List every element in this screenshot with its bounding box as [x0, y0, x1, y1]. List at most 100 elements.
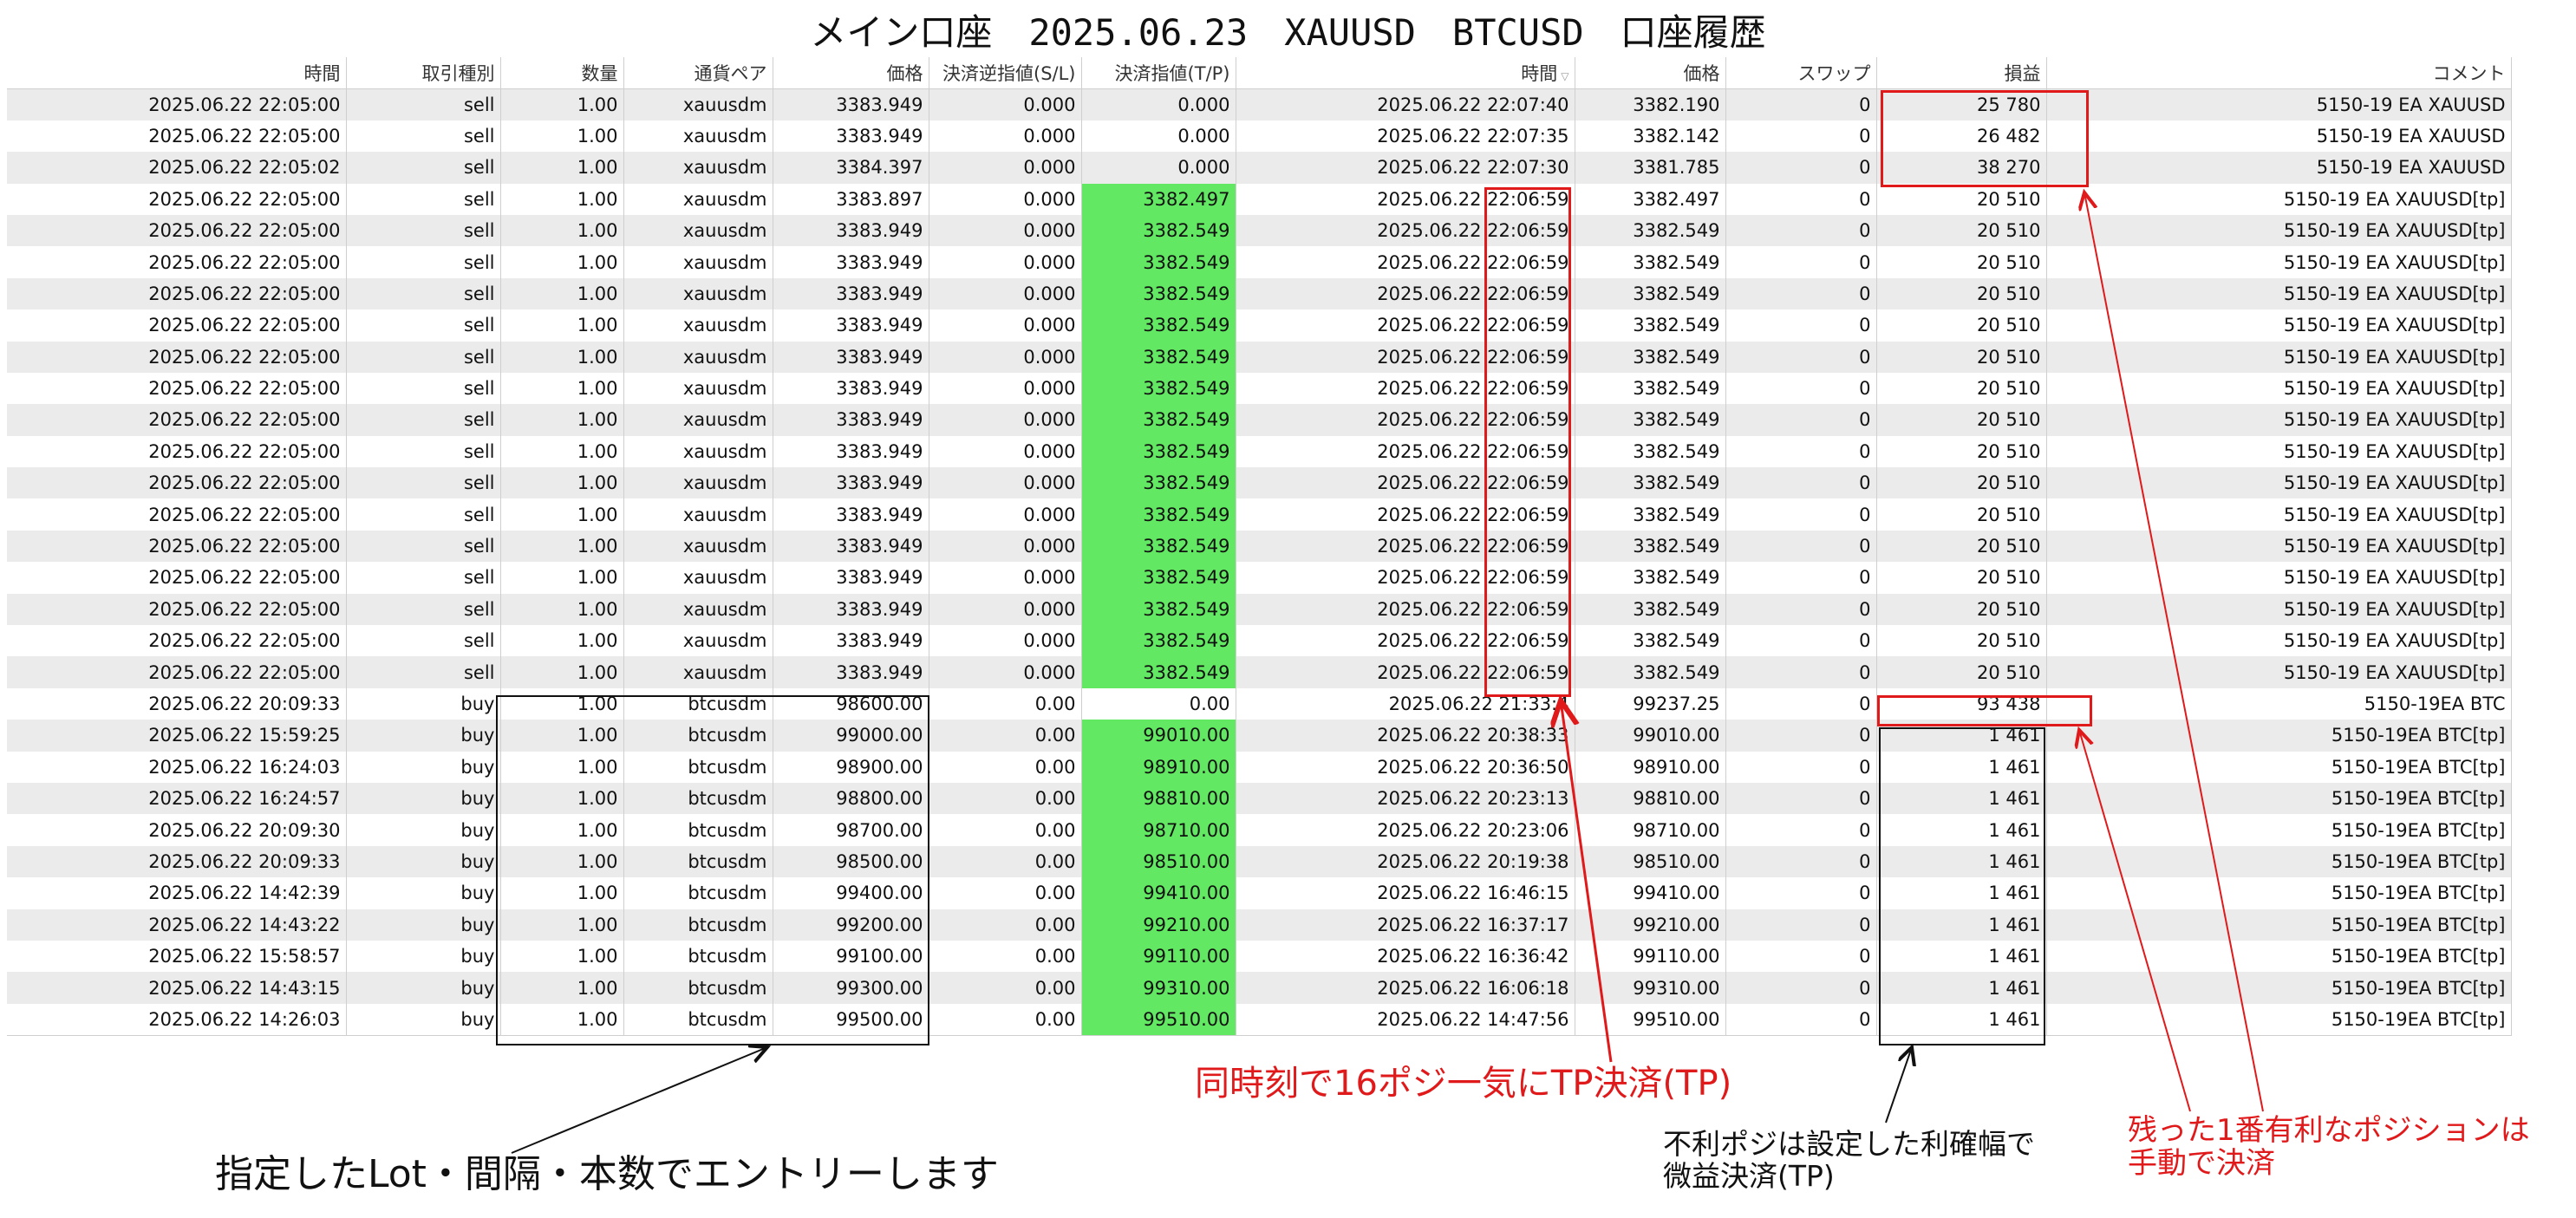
open-time-cell: 2025.06.22 22:05:00: [7, 88, 347, 120]
column-header[interactable]: スワップ: [1725, 57, 1877, 89]
table-row[interactable]: 2025.06.22 22:05:00 sell 1.00 xauusdm 3383.9…: [7, 435, 2512, 468]
open-price-cell: 3383.949: [773, 467, 929, 499]
table-row[interactable]: 2025.06.22 16:24:57 buy 1.00 btcusdm 98800.0…: [7, 782, 2512, 815]
trade-type-cell: sell: [346, 562, 501, 594]
close-time-cell: 2025.06.22 22:06:59: [1236, 277, 1575, 310]
column-header-label: 決済指値(T/P): [1114, 62, 1230, 84]
column-header[interactable]: 時間: [7, 57, 347, 89]
table-row[interactable]: 2025.06.22 20:09:33 buy 1.00 btcusdm 98600.0…: [7, 687, 2512, 720]
volume-cell: 1.00: [500, 120, 624, 153]
column-header-label: 通貨ペア: [694, 62, 767, 84]
trade-type-cell: sell: [346, 467, 501, 499]
table-row[interactable]: 2025.06.22 22:05:00 sell 1.00 xauusdm 3383.8…: [7, 183, 2512, 215]
close-price-cell: 3382.549: [1575, 214, 1726, 247]
table-row[interactable]: 2025.06.22 15:59:25 buy 1.00 btcusdm 99000.0…: [7, 720, 2512, 752]
table-row[interactable]: 2025.06.22 22:05:00 sell 1.00 xauusdm 3383.9…: [7, 120, 2512, 153]
manual-close-note: 残った1番有利なポジションは 手動で決済: [2128, 1113, 2530, 1182]
column-header[interactable]: 決済逆指値(S/L): [929, 57, 1082, 89]
take-profit-cell: 3382.549: [1081, 498, 1236, 531]
open-price-cell: 99000.00: [773, 720, 929, 752]
table-row[interactable]: 2025.06.22 22:05:00 sell 1.00 xauusdm 3383.9…: [7, 214, 2512, 247]
swap-cell: 0: [1725, 120, 1877, 153]
take-profit-cell: 3382.549: [1081, 435, 1236, 468]
open-time-cell: 2025.06.22 14:43:15: [7, 972, 347, 1004]
column-header-label: 価格: [886, 62, 923, 84]
close-time-cell: 2025.06.22 22:06:59: [1236, 656, 1575, 688]
trade-type-cell: buy: [346, 814, 501, 846]
close-price-cell: 99237.25: [1575, 687, 1726, 720]
symbol-cell: xauusdm: [623, 467, 773, 499]
close-time-cell: 2025.06.22 16:06:18: [1236, 972, 1575, 1004]
table-row[interactable]: 2025.06.22 15:58:57 buy 1.00 btcusdm 99100.0…: [7, 940, 2512, 973]
symbol-cell: xauusdm: [623, 214, 773, 247]
trade-type-cell: buy: [346, 720, 501, 752]
table-row[interactable]: 2025.06.22 22:05:00 sell 1.00 xauusdm 3383.9…: [7, 404, 2512, 436]
symbol-cell: xauusdm: [623, 277, 773, 310]
column-header[interactable]: コメント: [2046, 57, 2512, 89]
swap-cell: 0: [1725, 309, 1877, 342]
comment-cell: 5150-19EA BTC[tp]: [2046, 751, 2512, 783]
table-row[interactable]: 2025.06.22 22:05:02 sell 1.00 xauusdm 3384.3…: [7, 152, 2512, 184]
swap-cell: 0: [1725, 751, 1877, 783]
table-row[interactable]: 2025.06.22 22:05:00 sell 1.00 xauusdm 3383.9…: [7, 625, 2512, 657]
table-row[interactable]: 2025.06.22 22:05:00 sell 1.00 xauusdm 3383.9…: [7, 341, 2512, 373]
table-row[interactable]: 2025.06.22 22:05:00 sell 1.00 xauusdm 3383.9…: [7, 372, 2512, 405]
swap-cell: 0: [1725, 1003, 1877, 1036]
table-row[interactable]: 2025.06.22 22:05:00 sell 1.00 xauusdm 3383.9…: [7, 309, 2512, 342]
table-row[interactable]: 2025.06.22 20:09:33 buy 1.00 btcusdm 98500.0…: [7, 845, 2512, 878]
stop-loss-cell: 0.00: [929, 972, 1082, 1004]
table-row[interactable]: 2025.06.22 22:05:00 sell 1.00 xauusdm 3383.9…: [7, 593, 2512, 626]
table-row[interactable]: 2025.06.22 16:24:03 buy 1.00 btcusdm 98900.0…: [7, 751, 2512, 783]
volume-cell: 1.00: [500, 814, 624, 846]
table-row[interactable]: 2025.06.22 22:05:00 sell 1.00 xauusdm 3383.9…: [7, 498, 2512, 531]
table-row[interactable]: 2025.06.22 22:05:00 sell 1.00 xauusdm 3383.9…: [7, 246, 2512, 278]
trade-type-cell: buy: [346, 782, 501, 815]
volume-cell: 1.00: [500, 246, 624, 278]
take-profit-cell: 99210.00: [1081, 909, 1236, 941]
close-time-cell: 2025.06.22 22:06:59: [1236, 562, 1575, 594]
table-row[interactable]: 2025.06.22 14:43:15 buy 1.00 btcusdm 99300.0…: [7, 972, 2512, 1004]
table-row[interactable]: 2025.06.22 14:42:39 buy 1.00 btcusdm 99400.0…: [7, 877, 2512, 909]
column-header[interactable]: 取引種別: [346, 57, 501, 89]
close-price-cell: 3382.549: [1575, 372, 1726, 405]
open-time-cell: 2025.06.22 22:05:00: [7, 309, 347, 342]
symbol-cell: btcusdm: [623, 1003, 773, 1036]
table-row[interactable]: 2025.06.22 22:05:00 sell 1.00 xauusdm 3383.9…: [7, 88, 2512, 120]
table-row[interactable]: 2025.06.22 14:26:03 buy 1.00 btcusdm 99500.0…: [7, 1003, 2512, 1036]
open-time-cell: 2025.06.22 22:05:00: [7, 183, 347, 215]
volume-cell: 1.00: [500, 656, 624, 688]
volume-cell: 1.00: [500, 940, 624, 973]
profit-cell: 1 461: [1876, 720, 2047, 752]
volume-cell: 1.00: [500, 877, 624, 909]
open-price-cell: 3383.949: [773, 656, 929, 688]
column-header[interactable]: 決済指値(T/P): [1081, 57, 1236, 89]
table-row[interactable]: 2025.06.22 22:05:00 sell 1.00 xauusdm 3383.9…: [7, 656, 2512, 688]
column-header[interactable]: 数量: [500, 57, 624, 89]
table-row[interactable]: 2025.06.22 22:05:00 sell 1.00 xauusdm 3383.9…: [7, 277, 2512, 310]
table-row[interactable]: 2025.06.22 22:05:00 sell 1.00 xauusdm 3383.9…: [7, 562, 2512, 594]
close-price-cell: 3382.549: [1575, 498, 1726, 531]
profit-cell: 20 510: [1876, 593, 2047, 626]
column-header[interactable]: 価格: [1575, 57, 1726, 89]
column-header[interactable]: 時間 ▽: [1236, 57, 1575, 89]
table-row[interactable]: 2025.06.22 14:43:22 buy 1.00 btcusdm 99200.0…: [7, 909, 2512, 941]
swap-cell: 0: [1725, 625, 1877, 657]
profit-cell: 20 510: [1876, 404, 2047, 436]
swap-cell: 0: [1725, 341, 1877, 373]
column-header[interactable]: 価格: [773, 57, 929, 89]
column-header[interactable]: 損益: [1876, 57, 2047, 89]
column-header[interactable]: 通貨ペア: [623, 57, 773, 89]
table-row[interactable]: 2025.06.22 22:05:00 sell 1.00 xauusdm 3383.9…: [7, 467, 2512, 499]
table-row[interactable]: 2025.06.22 22:05:00 sell 1.00 xauusdm 3383.9…: [7, 530, 2512, 563]
close-price-cell: 99510.00: [1575, 1003, 1726, 1036]
swap-cell: 0: [1725, 530, 1877, 563]
open-price-cell: 99100.00: [773, 940, 929, 973]
volume-cell: 1.00: [500, 593, 624, 626]
take-profit-cell: 3382.549: [1081, 530, 1236, 563]
table-row[interactable]: 2025.06.22 20:09:30 buy 1.00 btcusdm 98700.0…: [7, 814, 2512, 846]
swap-cell: 0: [1725, 277, 1877, 310]
stop-loss-cell: 0.000: [929, 372, 1082, 405]
close-time-cell: 2025.06.22 22:06:59: [1236, 593, 1575, 626]
profit-cell: 20 510: [1876, 214, 2047, 247]
open-time-cell: 2025.06.22 22:05:00: [7, 341, 347, 373]
